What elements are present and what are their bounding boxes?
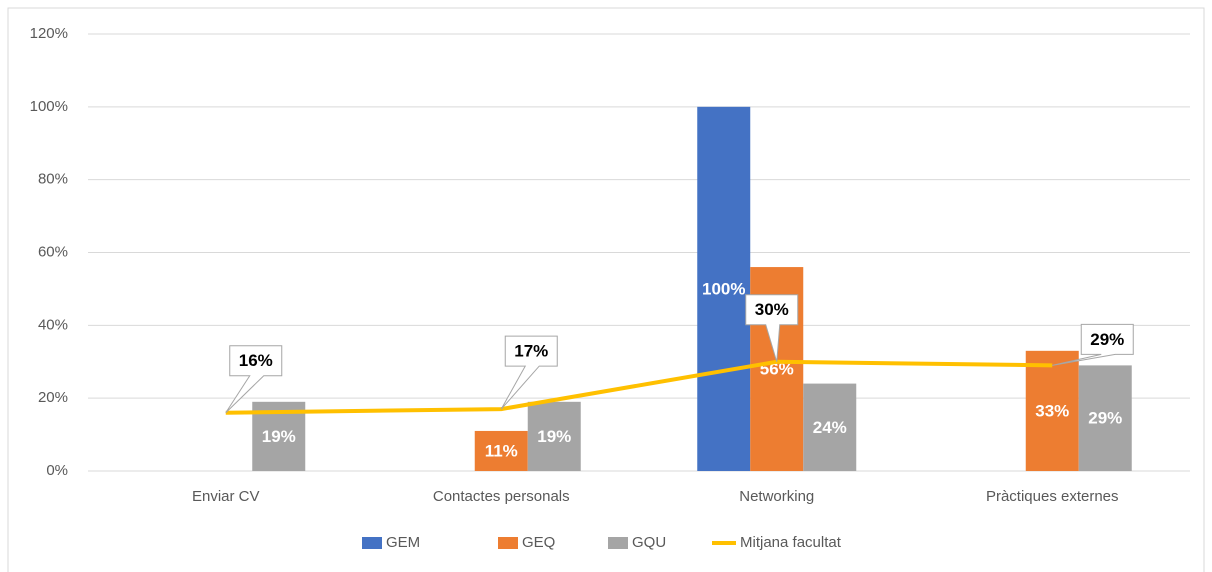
x-tick-label: Contactes personals <box>433 488 570 505</box>
line-value-label: 29% <box>1090 330 1124 349</box>
legend-label: GQU <box>632 534 666 551</box>
y-tick-label: 120% <box>30 25 68 42</box>
value-label: 11% <box>485 441 518 460</box>
value-label: 29% <box>1088 409 1122 428</box>
legend-swatch <box>362 537 382 549</box>
line-value-label: 30% <box>755 300 789 319</box>
line <box>225 359 1053 415</box>
chart-frame <box>7 7 1205 572</box>
y-tick-label: 40% <box>38 316 68 333</box>
callout <box>745 294 799 362</box>
callout <box>1052 323 1134 366</box>
value-label: 24% <box>813 418 847 437</box>
legend-swatch <box>608 537 628 549</box>
value-label: 100% <box>702 279 745 298</box>
bar <box>1025 350 1079 471</box>
bar <box>1078 365 1132 471</box>
x-tick-label: Networking <box>739 488 814 505</box>
value-label: 33% <box>1035 401 1069 420</box>
line-value-label: 17% <box>514 342 548 361</box>
legend-label: GEM <box>386 534 420 551</box>
x-tick-label: Pràctiques externes <box>986 488 1119 505</box>
y-tick-label: 100% <box>30 98 68 115</box>
bar <box>803 383 857 471</box>
legend-swatch <box>498 537 518 549</box>
y-tick-label: 80% <box>38 171 68 188</box>
value-label: 19% <box>537 427 571 446</box>
legend-label: Mitjana facultat <box>740 534 842 551</box>
value-label: 19% <box>262 427 296 446</box>
line-value-label: 16% <box>239 351 273 370</box>
bar <box>697 106 751 471</box>
legend-label: GEQ <box>522 534 555 551</box>
x-tick-label: Enviar CV <box>192 488 260 505</box>
callout <box>500 335 558 410</box>
y-tick-label: 60% <box>38 243 68 260</box>
y-tick-label: 20% <box>38 389 68 406</box>
bar <box>474 430 528 471</box>
y-tick-label: 0% <box>46 462 68 479</box>
callout <box>225 345 283 414</box>
bar <box>527 401 581 471</box>
